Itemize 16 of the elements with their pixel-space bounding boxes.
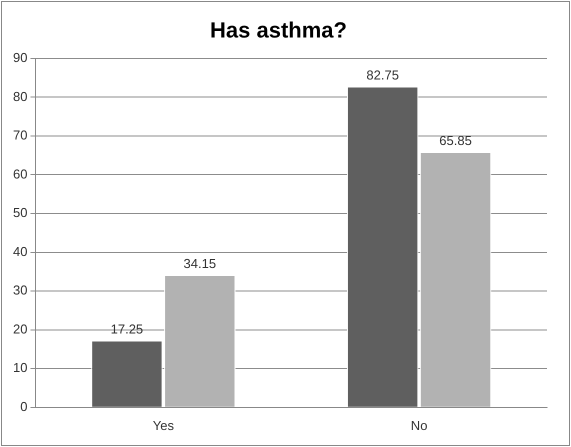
y-tick-label: 40 — [12, 244, 28, 259]
data-label: 82.75 — [366, 68, 399, 83]
chart-title: Has asthma? — [210, 17, 347, 42]
y-tick-label: 80 — [12, 88, 28, 104]
y-tick-label: 20 — [12, 321, 28, 336]
x-tick-label: No — [410, 418, 428, 433]
y-tick-label: 50 — [12, 205, 28, 220]
y-tick-label: 10 — [12, 360, 28, 376]
data-label: 34.15 — [184, 256, 216, 272]
data-label: 65.85 — [439, 133, 472, 148]
y-tick-label: 30 — [12, 282, 28, 298]
y-tick-label: 0 — [20, 398, 28, 414]
y-tick-label: 60 — [12, 166, 28, 182]
y-tick-label: 90 — [12, 50, 28, 65]
x-tick-label: Yes — [152, 418, 174, 433]
y-tick-label: 70 — [12, 128, 28, 143]
